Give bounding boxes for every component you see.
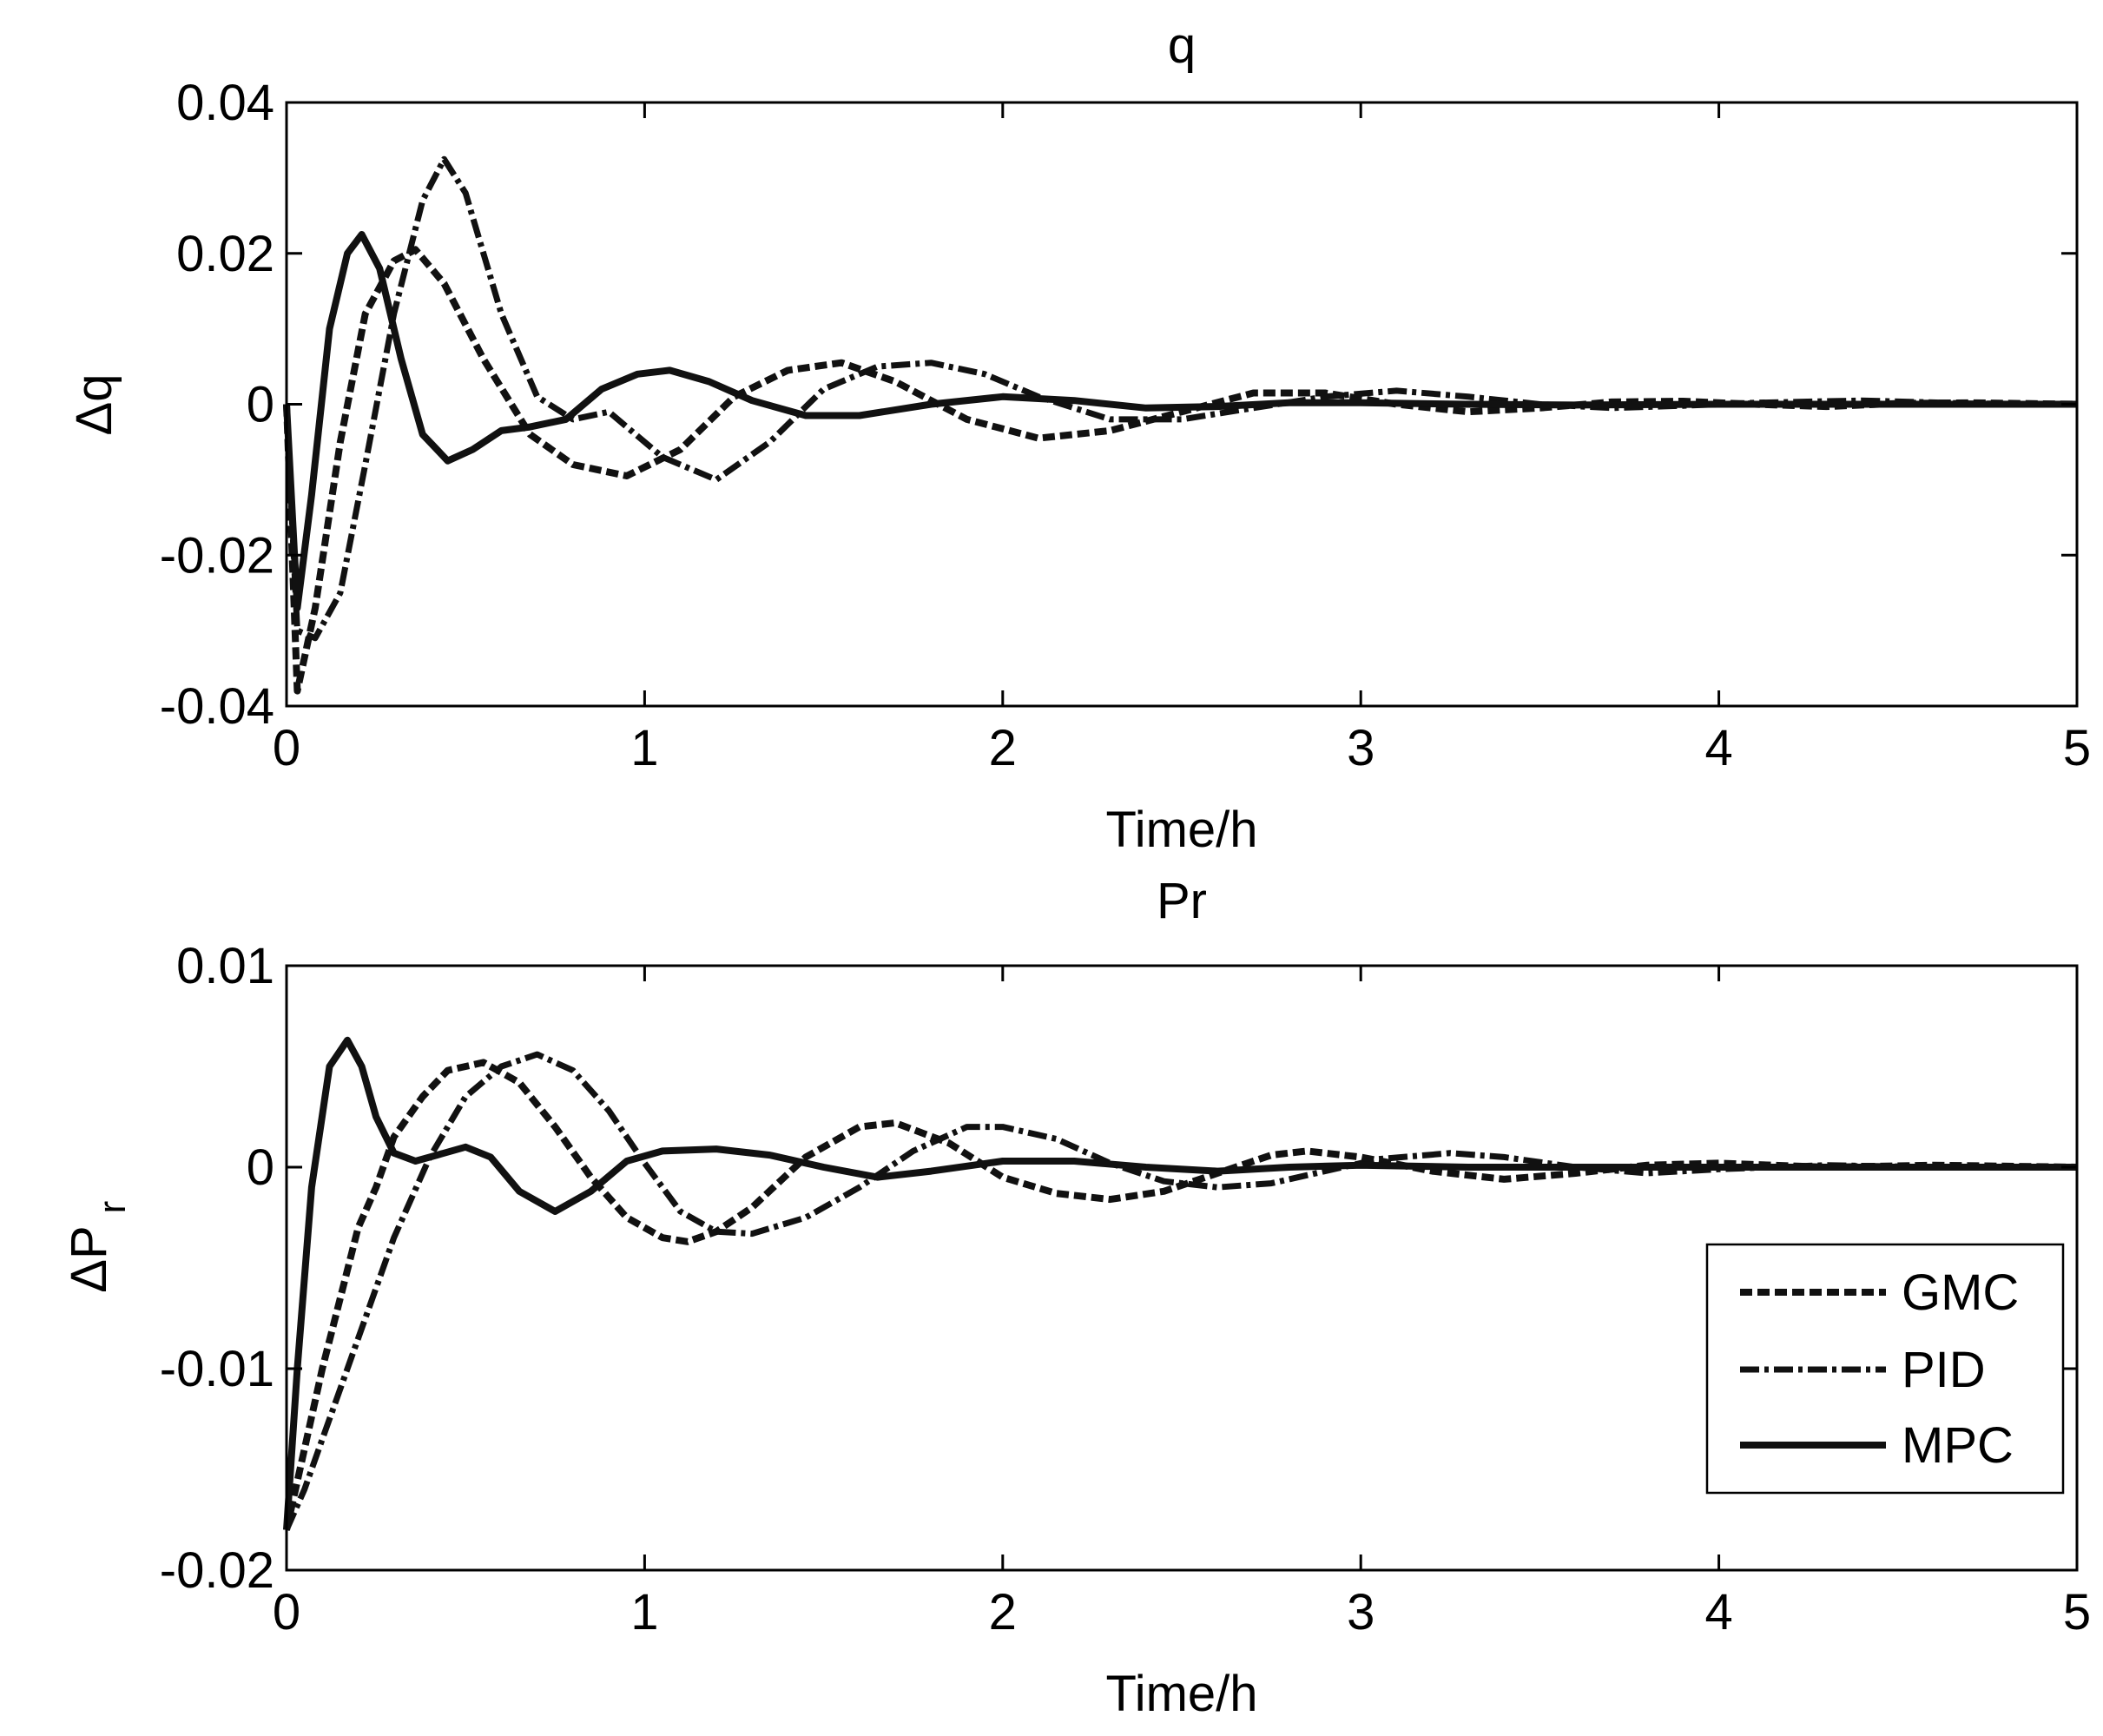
series-line-mpc-pr xyxy=(283,1036,2077,1530)
x-tick-label-pr: 3 xyxy=(1347,1584,1375,1640)
series-line-mpc-q xyxy=(283,231,2077,612)
chart-title-q: q xyxy=(1168,17,1196,74)
y-tick-label-q: 0.04 xyxy=(176,75,274,131)
x-tick-label-pr: 0 xyxy=(273,1584,300,1640)
y-tick-label-pr: -0.01 xyxy=(160,1341,274,1397)
x-tick-label-pr: 5 xyxy=(2063,1584,2091,1640)
series-layer-q xyxy=(283,155,2078,695)
y-axis-label-q: Δq xyxy=(66,374,122,436)
y-tick-label-q: -0.02 xyxy=(160,527,274,584)
ticks-layer-pr: 0 1 2 3 4 5 -0.02 -0.01 0 0.01 xyxy=(160,938,2091,1640)
legend-label-gmc: GMC xyxy=(1902,1264,2019,1321)
x-tick-label-q: 3 xyxy=(1347,720,1375,776)
series-layer-pr xyxy=(283,1036,2078,1532)
panel-pr: Pr 0 1 2 3 4 5 -0.02 -0.01 0 0.01 Time/h ΔP r GMC… xyxy=(61,873,2091,1722)
x-tick-label-q: 0 xyxy=(273,720,300,776)
y-tick-label-pr: 0.01 xyxy=(176,938,274,994)
ticks-layer-q: 0 1 2 3 4 5 -0.04 -0.02 0 0.02 0.04 xyxy=(160,75,2091,776)
series-line-pid-pr xyxy=(283,1051,2077,1532)
x-tick-label-q: 1 xyxy=(630,720,658,776)
x-tick-label-pr: 1 xyxy=(630,1584,658,1640)
legend-label-pid: PID xyxy=(1902,1342,1986,1398)
plot-frame-pr xyxy=(285,964,2079,1572)
x-tick-label-q: 5 xyxy=(2063,720,2091,776)
y-axis-label-pr-group: ΔP r xyxy=(61,1201,134,1293)
series-line-gmc-pr xyxy=(283,1059,2078,1531)
series-line-pid-q xyxy=(283,155,2078,642)
y-tick-label-q: 0 xyxy=(247,377,274,433)
x-tick-label-q: 4 xyxy=(1704,720,1732,776)
x-tick-label-pr: 4 xyxy=(1704,1584,1732,1640)
series-line-gmc-q xyxy=(283,246,2078,695)
x-tick-label-pr: 2 xyxy=(989,1584,1017,1640)
x-axis-label-q: Time/h xyxy=(1105,802,1257,858)
x-axis-label-pr: Time/h xyxy=(1105,1666,1257,1722)
y-tick-label-pr: 0 xyxy=(247,1139,274,1196)
chart-title-pr: Pr xyxy=(1157,873,1207,929)
panel-q: q 0 1 2 3 4 5 -0.04 -0.02 0 0.02 0.04 Time/h Δq xyxy=(66,17,2091,858)
legend-label-mpc: MPC xyxy=(1902,1417,2014,1474)
y-tick-label-q: 0.02 xyxy=(176,226,274,282)
y-tick-label-pr: -0.02 xyxy=(160,1542,274,1599)
y-axis-label-pr-subscript: r xyxy=(91,1201,134,1214)
y-axis-label-pr: ΔP xyxy=(61,1225,117,1292)
x-tick-label-q: 2 xyxy=(989,720,1017,776)
legend: GMC PID MPC xyxy=(1705,1243,2065,1495)
y-tick-label-q: -0.04 xyxy=(160,678,274,735)
